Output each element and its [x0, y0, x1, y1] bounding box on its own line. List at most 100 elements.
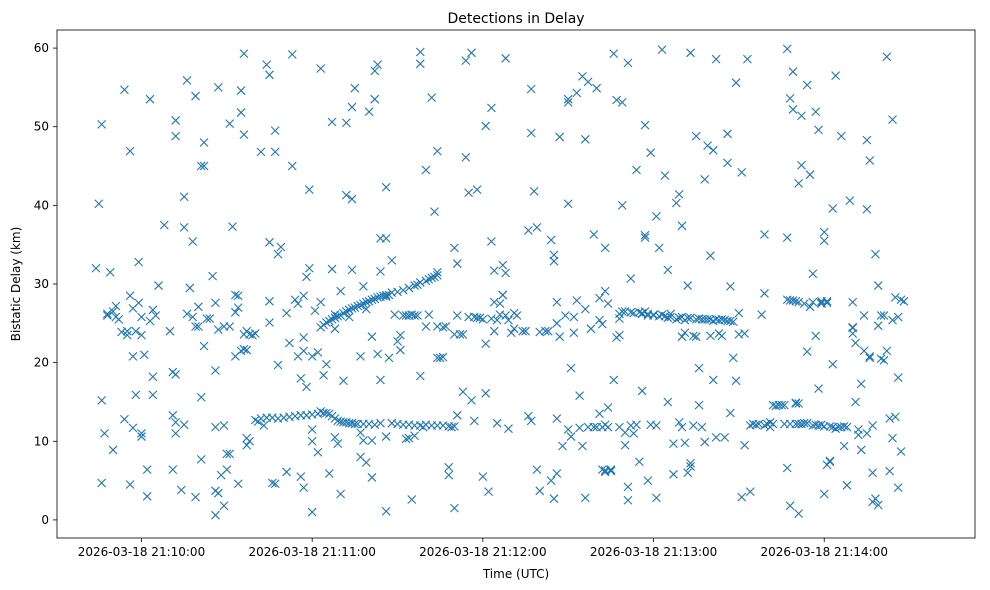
data-point: [404, 433, 414, 443]
data-point: [725, 281, 735, 291]
data-point: [191, 91, 200, 101]
data-point: [651, 421, 661, 430]
data-point: [620, 440, 630, 450]
data-point: [370, 420, 380, 430]
data-point: [322, 318, 331, 327]
data-point: [711, 54, 721, 64]
data-point: [236, 108, 246, 117]
data-point: [691, 131, 701, 141]
data-point: [316, 64, 326, 73]
data-point: [794, 399, 804, 408]
data-point: [688, 421, 698, 430]
data-point: [472, 185, 482, 195]
data-point: [171, 429, 181, 438]
data-point: [120, 414, 129, 424]
data-point: [378, 291, 388, 301]
data-point: [788, 296, 798, 305]
y-tick-label: 20: [34, 356, 49, 370]
data-point: [347, 303, 357, 313]
data-point: [489, 266, 499, 276]
data-point: [139, 350, 149, 360]
data-point: [671, 314, 681, 324]
data-point: [450, 243, 459, 253]
data-point: [725, 408, 735, 418]
x-axis-ticks: 2026-03-18 21:10:00 2026-03-18 21:11:00 20…: [78, 538, 888, 559]
data-point: [669, 469, 678, 479]
data-point: [444, 470, 454, 480]
data-point: [674, 418, 684, 427]
data-point: [304, 185, 314, 195]
data-point: [481, 339, 491, 349]
data-point: [415, 371, 425, 381]
data-point: [182, 75, 192, 85]
data-point: [97, 478, 107, 488]
data-point: [868, 421, 877, 430]
data-point: [413, 311, 422, 320]
data-point: [213, 83, 223, 92]
data-point: [432, 146, 442, 156]
data-point: [640, 120, 650, 130]
data-point: [563, 199, 573, 209]
data-point: [851, 338, 860, 348]
data-point: [848, 329, 858, 338]
data-point: [376, 375, 385, 385]
data-point: [148, 305, 158, 315]
data-point: [441, 322, 451, 331]
data-point: [794, 509, 804, 519]
data-point: [410, 281, 419, 290]
data-point: [344, 312, 354, 322]
data-point: [239, 49, 249, 58]
data-point: [595, 409, 604, 419]
data-point: [504, 424, 513, 434]
data-point: [205, 314, 215, 323]
data-point: [182, 309, 192, 319]
data-point: [737, 492, 747, 502]
data-point: [501, 311, 511, 320]
data-point: [415, 47, 425, 57]
data-point: [245, 436, 254, 446]
data-point: [651, 211, 661, 221]
data-point: [208, 271, 217, 281]
data-point: [888, 115, 897, 125]
data-point: [333, 311, 343, 321]
data-point: [543, 326, 553, 336]
data-point: [219, 421, 229, 430]
data-point: [225, 449, 235, 459]
data-point: [415, 59, 425, 69]
data-point: [859, 311, 869, 320]
data-point: [700, 175, 710, 184]
data-point: [558, 441, 567, 451]
data-point: [600, 286, 610, 296]
data-point: [489, 326, 499, 336]
data-point: [307, 425, 317, 434]
data-point: [307, 436, 317, 446]
data-point: [393, 287, 402, 297]
data-point: [706, 331, 715, 341]
data-point: [808, 269, 818, 279]
data-point: [868, 468, 877, 478]
data-point: [686, 48, 695, 58]
data-point: [541, 326, 550, 336]
data-point: [222, 449, 232, 459]
data-point: [848, 322, 858, 332]
x-tick-label: 2026-03-18 21:10:00: [78, 545, 205, 559]
data-point: [395, 345, 405, 355]
data-point: [137, 330, 146, 340]
data-point: [339, 308, 348, 318]
data-point: [888, 315, 897, 325]
data-point: [120, 85, 129, 95]
data-point: [250, 329, 260, 338]
y-axis-ticks: 0 10 20 30 40 50 60: [34, 41, 57, 527]
data-point: [825, 457, 835, 467]
data-point: [336, 489, 346, 499]
data-point: [364, 107, 374, 117]
points-layer: [91, 44, 909, 520]
data-point: [322, 408, 331, 418]
data-point: [435, 353, 445, 363]
data-point: [356, 351, 365, 361]
data-point: [299, 346, 309, 356]
data-point: [432, 270, 442, 280]
data-point: [885, 466, 895, 476]
data-point: [410, 311, 419, 320]
data-point: [657, 45, 667, 55]
